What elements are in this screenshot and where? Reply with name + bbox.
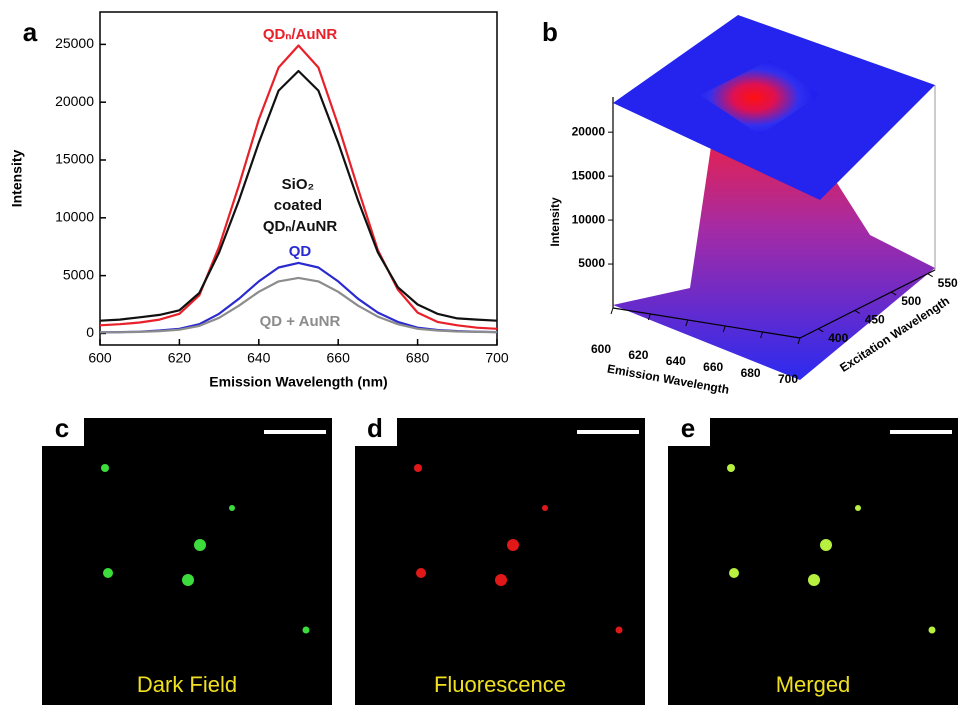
series-line (99, 69, 498, 322)
panel-label: c (55, 413, 69, 443)
image-caption: Merged (776, 672, 851, 697)
x-tick (610, 307, 614, 315)
y-tick-label: 5000 (63, 266, 94, 282)
panel-label: b (542, 17, 558, 47)
plot-frame (99, 11, 498, 346)
x-tick-label: 700 (485, 350, 509, 366)
x-tick-label: 700 (778, 372, 798, 386)
x-tick-label: 680 (741, 366, 761, 380)
y-tick-label: 20000 (55, 93, 94, 109)
x-tick-label: 600 (591, 342, 611, 356)
surface (613, 105, 935, 380)
heatmap-spot (700, 60, 820, 135)
x-axis (612, 307, 801, 339)
series-label: QDₙ/AuNR (263, 26, 337, 43)
particle (808, 574, 820, 586)
image-caption: Dark Field (137, 672, 237, 697)
z-axis-title: Intensity (548, 197, 562, 247)
x-tick (647, 313, 651, 321)
y-tick (927, 273, 933, 278)
particle (414, 464, 422, 472)
x-tick-label: 640 (666, 354, 686, 368)
x-tick-label: 620 (628, 348, 648, 362)
micrograph: d Fluorescence (355, 413, 645, 705)
particle (729, 568, 739, 578)
series-line (99, 276, 498, 334)
particle (542, 505, 548, 511)
series-line (99, 44, 498, 330)
y-tick-label: 0 (86, 324, 94, 340)
y-tick-label: 550 (938, 276, 958, 290)
z-tick-label: 15000 (572, 168, 606, 182)
particle (302, 626, 310, 634)
particle (103, 568, 113, 578)
micrograph: e Merged (668, 413, 958, 705)
panel-label: a (23, 17, 38, 47)
particle (615, 626, 623, 634)
y-tick (890, 291, 897, 296)
x-tick (685, 319, 689, 327)
particle (928, 626, 936, 634)
image-caption: Fluorescence (434, 672, 566, 697)
surface-decoration (613, 15, 936, 380)
y-tick (854, 310, 860, 314)
particle (727, 464, 735, 472)
particle (229, 505, 235, 511)
z-tick-label: 5000 (578, 256, 605, 270)
x-tick-label: 600 (88, 350, 112, 366)
y-axis-title: Intensity (9, 150, 25, 208)
x-tick-label: 640 (247, 350, 271, 366)
particle (855, 505, 861, 511)
z-tick-label: 10000 (572, 212, 606, 226)
x-tick (760, 331, 764, 339)
x-tick-label: 620 (168, 350, 192, 366)
x-tick (722, 325, 726, 333)
z-tick-label: 20000 (572, 124, 606, 138)
y-tick-label: 10000 (55, 209, 94, 225)
x-tick-label: 680 (406, 350, 430, 366)
x-tick-label: 660 (327, 350, 351, 366)
x-tick-label: 660 (703, 360, 723, 374)
x-axis-title: Emission Wavelength (nm) (209, 374, 387, 390)
panel-label: e (681, 413, 695, 443)
particle (182, 574, 194, 586)
x-tick (797, 337, 801, 345)
particle (101, 464, 109, 472)
particle (194, 539, 206, 551)
y-tick-label: 450 (865, 313, 885, 327)
series-label: SiO₂ coated QDₙ/AuNR (263, 176, 337, 235)
y-tick-label: 500 (901, 294, 921, 308)
particle (820, 539, 832, 551)
y-tick-label: 400 (828, 331, 848, 345)
y-tick (817, 328, 824, 333)
particle (495, 574, 507, 586)
micrograph: c Dark Field (42, 413, 332, 705)
y-axis (799, 269, 936, 339)
particle (416, 568, 426, 578)
series-label: QD (289, 243, 312, 260)
y-tick-label: 25000 (55, 35, 94, 51)
y-tick-label: 15000 (55, 151, 94, 167)
series-label: QD + AuNR (260, 313, 341, 330)
particle (507, 539, 519, 551)
panel-label: d (367, 413, 383, 443)
